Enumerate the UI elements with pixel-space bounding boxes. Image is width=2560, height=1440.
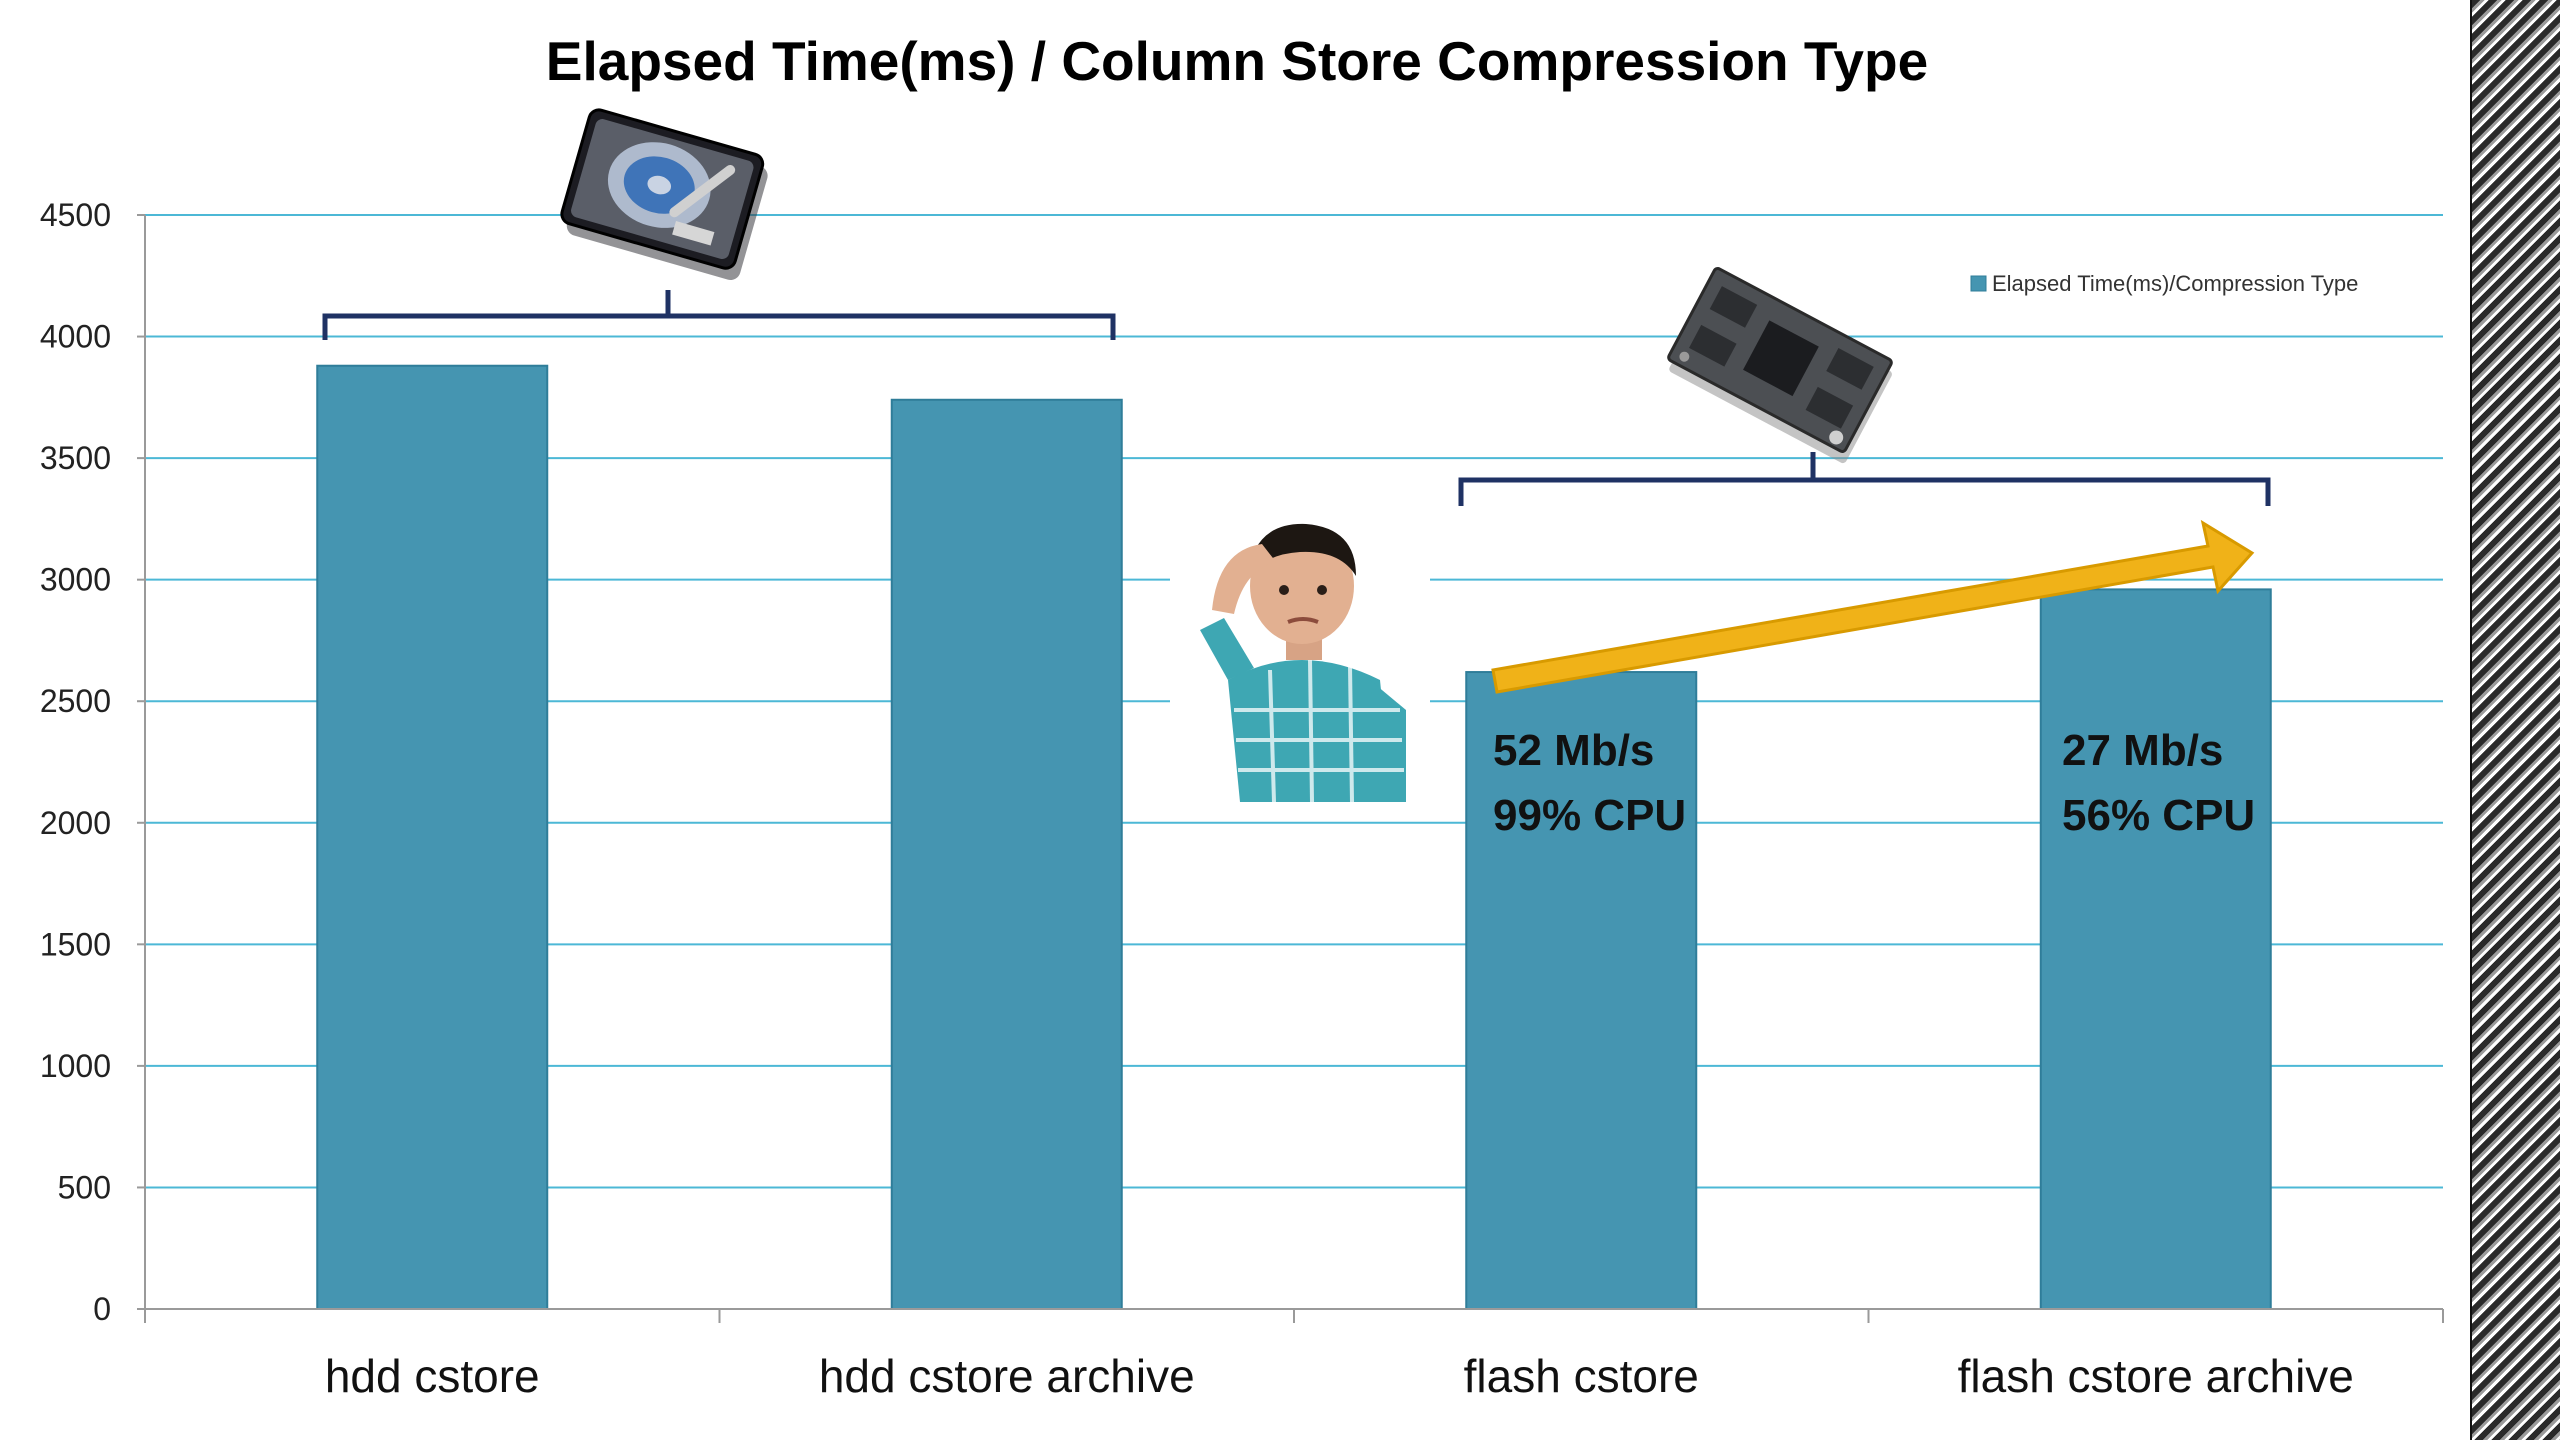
x-category-label: hdd cstore archive [819,1350,1195,1402]
trend-arrow [1491,519,2255,694]
annotation-throughput: 27 Mb/s [2062,726,2223,775]
slide-decorative-border [2472,0,2560,1440]
y-tick-label: 4000 [40,319,111,355]
annotation-cpu: 99% CPU [1493,791,1686,840]
y-tick-label: 4500 [40,197,111,233]
bar [316,364,549,1310]
y-tick-label: 3000 [40,562,111,598]
y-tick-label: 0 [93,1291,111,1327]
legend: Elapsed Time(ms)/Compression Type [1970,271,2358,296]
x-category-label: flash cstore archive [1958,1350,2354,1402]
y-tick-label: 2500 [40,683,111,719]
x-category-label: flash cstore [1464,1350,1699,1402]
bar [2039,588,2272,1310]
y-tick-label: 3500 [40,440,111,476]
x-category-label: hdd cstore [325,1350,540,1402]
y-tick-label: 1500 [40,926,111,962]
hard-drive-icon [560,108,768,281]
x-axis [144,215,2444,1323]
legend-swatch [1970,275,1987,292]
confused-boy-image [1170,510,1430,803]
y-axis-ticks: 0 500 1000 1500 2000 2500 3000 3500 4000 4500 [40,197,145,1327]
y-tick-label: 2000 [40,805,111,841]
x-axis-category-labels: hdd cstore hdd cstore archive flash cstore… [325,1350,2354,1402]
chart-title: Elapsed Time(ms) / Column Store Compress… [546,30,1928,92]
flash-chip-icon [1667,267,1893,464]
annotation-flash-cstore: 52 Mb/s 99% CPU [1493,726,1686,840]
annotation-throughput: 52 Mb/s [1493,726,1654,775]
bars [316,364,2272,1310]
bar [890,398,1123,1310]
hdd-bracket [322,290,1116,340]
y-tick-label: 1000 [40,1048,111,1084]
flash-bracket [1458,452,2271,506]
annotation-flash-cstore-archive: 27 Mb/s 56% CPU [2062,726,2255,840]
y-tick-label: 500 [58,1169,111,1205]
annotation-cpu: 56% CPU [2062,791,2255,840]
legend-label: Elapsed Time(ms)/Compression Type [1992,271,2358,296]
